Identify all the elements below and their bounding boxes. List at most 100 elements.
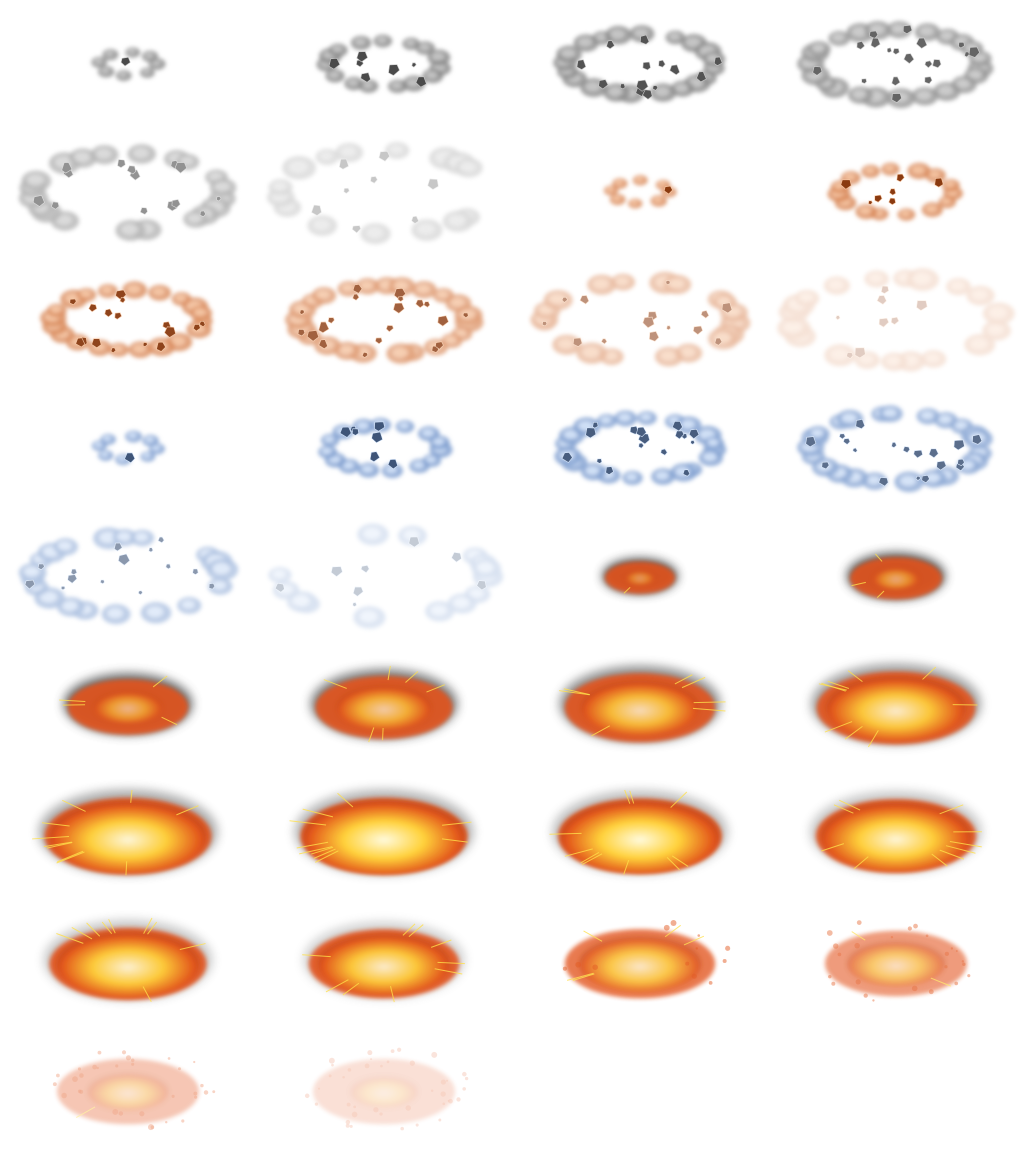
fire-explosion-frame-1 bbox=[512, 512, 768, 640]
fireball bbox=[311, 666, 458, 742]
ember bbox=[725, 946, 730, 951]
ember bbox=[61, 1093, 66, 1098]
ember bbox=[912, 986, 918, 992]
gray-rock-ring-burst-frame-3 bbox=[512, 0, 768, 128]
fire-explosion-frame-14 bbox=[768, 896, 1024, 1024]
rock-debris bbox=[917, 301, 928, 311]
ember bbox=[831, 982, 835, 986]
rock-debris bbox=[331, 567, 342, 577]
ember bbox=[967, 974, 970, 977]
ember bbox=[367, 1050, 372, 1055]
rock-ring bbox=[797, 21, 994, 108]
gray-rock-ring-burst-frame-6 bbox=[256, 128, 512, 256]
ember bbox=[440, 1091, 445, 1096]
rock-debris bbox=[925, 61, 932, 68]
copper-rock-ring-burst-frame-6 bbox=[768, 256, 1024, 384]
sprite-frame bbox=[512, 896, 768, 1024]
sprite-frame bbox=[768, 0, 1024, 128]
rock-debris bbox=[871, 38, 880, 48]
rock-ring bbox=[91, 47, 165, 81]
rock-debris bbox=[89, 304, 97, 312]
ember bbox=[53, 1082, 57, 1086]
sprite-frame bbox=[256, 256, 512, 384]
rock-debris bbox=[328, 318, 334, 324]
rock-debris bbox=[881, 286, 888, 294]
ember bbox=[671, 920, 677, 926]
ember bbox=[709, 981, 713, 985]
sprite-frame bbox=[0, 1024, 256, 1152]
fireball bbox=[53, 1050, 215, 1130]
rock-debris bbox=[120, 298, 125, 303]
sprite-frame bbox=[256, 0, 512, 128]
rock-debris bbox=[370, 452, 380, 462]
sprite-frame bbox=[768, 128, 1024, 256]
ember bbox=[151, 1125, 155, 1129]
ember bbox=[462, 1072, 467, 1077]
rock-ring bbox=[604, 175, 677, 208]
ice-rock-ring-burst-frame-3 bbox=[512, 384, 768, 512]
fireball bbox=[825, 920, 970, 1001]
fireball bbox=[810, 791, 982, 873]
sprite-frame bbox=[0, 256, 256, 384]
rock-debris bbox=[843, 438, 850, 444]
sprite-frame bbox=[0, 512, 256, 640]
rock-debris bbox=[879, 318, 889, 327]
fireball bbox=[290, 789, 474, 874]
ember bbox=[119, 1111, 124, 1116]
spark bbox=[383, 728, 384, 740]
rock-debris bbox=[100, 580, 104, 584]
sprite-frame bbox=[768, 384, 1024, 512]
rock-debris bbox=[166, 564, 171, 569]
ember bbox=[962, 963, 965, 966]
ice-rock-ring-burst-frame-6 bbox=[256, 512, 512, 640]
fire-explosion-frame-6 bbox=[768, 640, 1024, 768]
rock-debris bbox=[452, 552, 462, 562]
ember bbox=[347, 1103, 351, 1107]
fireball bbox=[549, 790, 727, 874]
ember bbox=[929, 989, 934, 994]
ember bbox=[126, 1055, 131, 1060]
fireball bbox=[811, 663, 981, 747]
ice-rock-ring-burst-frame-5 bbox=[0, 512, 256, 640]
ember bbox=[79, 1073, 84, 1078]
gray-rock-ring-burst-frame-1 bbox=[0, 0, 256, 128]
fire-explosion-frame-12 bbox=[256, 896, 512, 1024]
ember bbox=[72, 1076, 78, 1082]
copper-rock-ring-burst-frame-4 bbox=[256, 256, 512, 384]
dust-ring bbox=[267, 142, 483, 244]
rock-debris bbox=[158, 537, 164, 543]
rock-debris bbox=[839, 434, 845, 439]
rock-debris bbox=[933, 60, 941, 68]
ember bbox=[193, 1092, 197, 1096]
rock-debris bbox=[105, 309, 113, 317]
ember bbox=[856, 979, 861, 984]
rock-debris bbox=[352, 429, 359, 436]
rock-debris bbox=[954, 440, 965, 450]
sprite-frame bbox=[512, 384, 768, 512]
fireball bbox=[847, 553, 945, 600]
rock-ring bbox=[530, 272, 750, 367]
rock-debris bbox=[620, 84, 625, 89]
rock-debris bbox=[61, 586, 65, 590]
rock-ring bbox=[268, 524, 503, 629]
rock-debris bbox=[868, 201, 872, 205]
rock-debris bbox=[856, 419, 865, 428]
rock-ring bbox=[828, 163, 963, 221]
fire-explosion-frame-11 bbox=[0, 896, 256, 1024]
fire-explosion-frame-7 bbox=[0, 768, 256, 896]
rock-debris bbox=[379, 151, 390, 161]
ember bbox=[465, 1077, 468, 1080]
sprite-frame bbox=[512, 768, 768, 896]
gray-rock-ring-burst-frame-4 bbox=[768, 0, 1024, 128]
rock-debris bbox=[929, 449, 938, 458]
ember bbox=[951, 947, 953, 949]
fire-core bbox=[847, 940, 946, 986]
rock-debris bbox=[601, 339, 606, 344]
ember bbox=[168, 1057, 171, 1060]
ember bbox=[944, 965, 947, 968]
fireball bbox=[302, 922, 465, 1002]
dust-ring bbox=[797, 405, 993, 492]
rock-ring bbox=[19, 144, 237, 241]
rock-debris bbox=[887, 48, 891, 53]
ember bbox=[945, 952, 949, 956]
